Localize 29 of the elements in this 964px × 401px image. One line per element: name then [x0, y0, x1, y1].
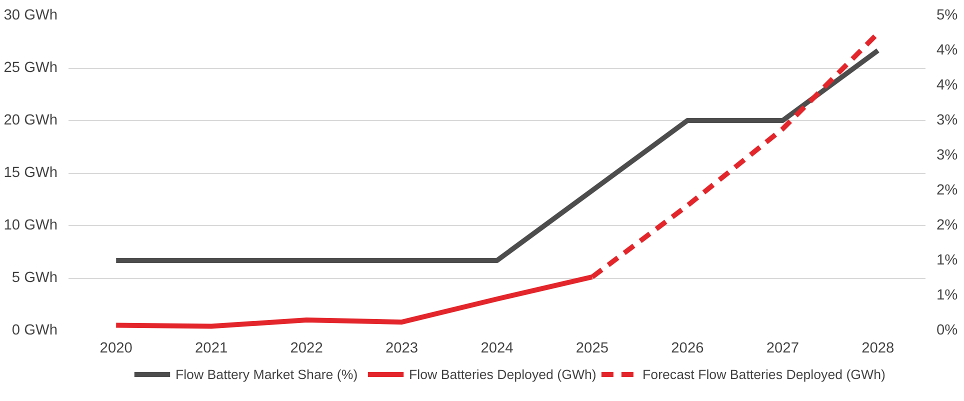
y-tick-label: 25 GWh: [4, 60, 58, 76]
x-tick-label: 2026: [671, 340, 704, 356]
x-tick-label: 2024: [480, 340, 514, 356]
legend-label: Forecast Flow Batteries Deployed (GWh): [642, 367, 886, 382]
y2-tick-label: 5%: [936, 8, 958, 24]
y-tick-label: 20 GWh: [4, 112, 58, 128]
y-tick-label: 5 GWh: [12, 270, 58, 286]
y2-tick-label: 0%: [936, 322, 958, 338]
x-tick-label: 2027: [766, 340, 799, 356]
x-tick-label: 2025: [576, 340, 609, 356]
y2-tick-label: 3%: [936, 112, 958, 128]
y2-tick-label: 2%: [936, 182, 958, 198]
y-tick-label: 30 GWh: [4, 8, 58, 24]
y-tick-label: 0 GWh: [12, 322, 58, 338]
x-tick-label: 2028: [862, 340, 894, 356]
y-tick-label: 10 GWh: [4, 218, 58, 234]
y2-tick-label: 3%: [936, 148, 958, 164]
y2-tick-label: 2%: [936, 218, 958, 234]
x-tick-label: 2022: [290, 340, 323, 356]
y2-tick-label: 1%: [936, 288, 958, 304]
x-tick-label: 2020: [100, 340, 132, 356]
x-tick-label: 2023: [385, 340, 418, 356]
y2-tick-label: 1%: [936, 252, 958, 268]
y2-tick-label: 4%: [936, 42, 958, 58]
y-tick-label: 15 GWh: [4, 165, 58, 181]
x-tick-label: 2021: [195, 340, 228, 356]
y2-tick-label: 4%: [936, 78, 958, 94]
legend-label: Flow Batteries Deployed (GWh): [408, 367, 596, 382]
legend-label: Flow Battery Market Share (%): [175, 367, 358, 382]
